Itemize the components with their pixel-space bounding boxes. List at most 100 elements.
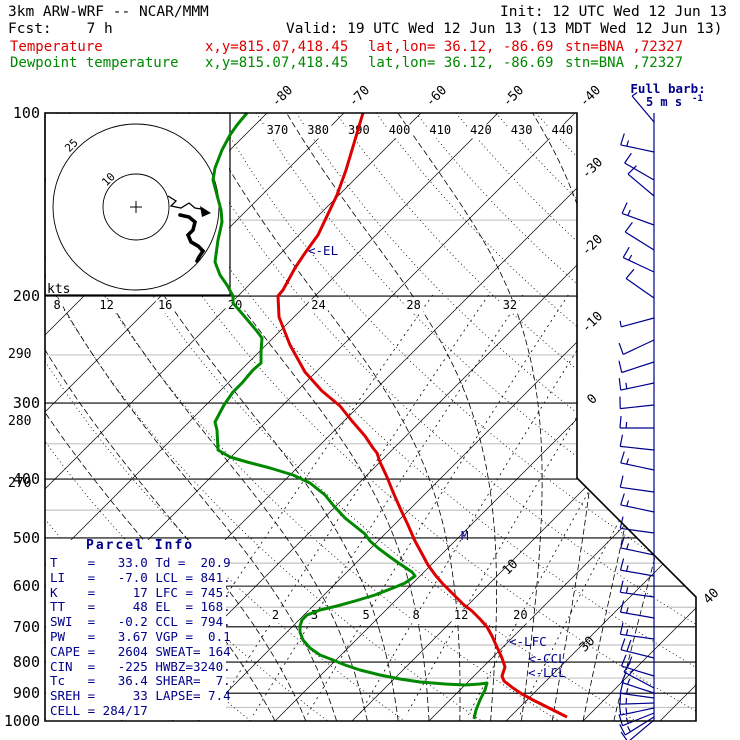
pressure-label: 100 (13, 104, 40, 122)
dry-adiabat-label: 420 (470, 123, 492, 137)
parcel-info-table: T = 33.0 Td = 20.9 LI = -7.0 LCL = 841. … (50, 555, 231, 718)
dewpoint-curve (211, 112, 489, 720)
wind-barb (619, 516, 655, 534)
pressure-label: 400 (13, 470, 40, 488)
dry-adiabat-left-label: 290 (8, 347, 31, 362)
isotherm-label-top: -80 (269, 83, 296, 110)
wind-barb (618, 378, 655, 391)
dry-adiabat-label: 370 (267, 123, 289, 137)
wind-barb (624, 222, 655, 251)
dry-adiabat-left-label: 270 (8, 476, 31, 491)
valid-time: Valid: 19 UTC Wed 12 Jun 13 (13 MDT Wed … (286, 21, 723, 37)
wind-legend-title: Full barb: (630, 81, 705, 96)
pressure-label: 800 (13, 653, 40, 671)
plot-border (44, 112, 697, 722)
isotherm-label-right: 40 (701, 586, 723, 608)
wind-barb (631, 92, 655, 123)
isotherm-label-right: -10 (579, 309, 606, 336)
moist-adiabat-label: 8 (54, 298, 61, 312)
wind-barb (619, 622, 655, 640)
isotherm-label-top: -70 (346, 83, 373, 110)
mixing-ratio-label: 12 (454, 608, 468, 622)
wind-barb (619, 692, 655, 705)
wind-barb (620, 451, 655, 471)
wind-legend-sup: -1 (692, 94, 703, 104)
isotherm-label-right: 10 (500, 557, 522, 579)
dewpoint-station: stn=BNA ,72327 (565, 55, 684, 71)
temperature-legend-label: Temperature (10, 39, 103, 55)
marker-LFC: <-LFC (509, 634, 547, 649)
pressure-label: 600 (13, 577, 40, 595)
pressure-label: 200 (13, 287, 40, 305)
dry-adiabat-label: 440 (551, 123, 573, 137)
mixing-ratio-label: 8 (412, 608, 419, 622)
dry-adiabat-label: 410 (429, 123, 451, 137)
wind-barb (619, 681, 655, 699)
temperature-station: stn=BNA ,72327 (565, 39, 684, 55)
wind-barb (620, 536, 655, 556)
moist-adiabat-label: 28 (406, 298, 420, 312)
hodograph-arrowhead (200, 206, 211, 217)
wind-barb (619, 396, 655, 410)
moist-adiabat-label: 16 (158, 298, 172, 312)
marker-M: M (461, 528, 469, 543)
parcel-info-title: Parcel Info (86, 538, 195, 553)
temperature-curve (276, 112, 568, 719)
pressure-label: 700 (13, 618, 40, 636)
isotherm-label-right: 30 (577, 634, 599, 656)
temperature-latlon: lat,lon= 36.12, -86.69 (368, 39, 554, 55)
wind-barb (618, 703, 655, 716)
pressure-label: 900 (13, 684, 40, 702)
moist-adiabat-label: 32 (503, 298, 517, 312)
isotherm-label-right: 0 (584, 391, 600, 407)
wind-barb (619, 317, 655, 328)
temperature-xy: x,y=815.07,418.45 (205, 39, 349, 55)
marker-EL: <-EL (308, 243, 338, 258)
mixing-ratio-label: 20 (513, 608, 527, 622)
hodograph-trace-lower (178, 213, 206, 263)
wind-barb (619, 580, 655, 598)
mixing-ratio-label: 3 (311, 608, 318, 622)
hodograph-units-label: kts (47, 282, 70, 297)
dry-adiabat-label: 400 (389, 123, 411, 137)
wind-barb (623, 661, 655, 689)
dry-adiabat-left-label: 280 (8, 414, 31, 429)
wind-barb (621, 202, 655, 226)
wind-barb (618, 339, 655, 355)
wind-barb (627, 165, 655, 197)
isotherm-label-right: -20 (579, 232, 606, 259)
wind-barb (619, 475, 655, 493)
dry-adiabat-label: 380 (307, 123, 329, 137)
forecast-hour: Fcst: 7 h (8, 21, 113, 37)
mixing-ratio-label: 5 (363, 608, 370, 622)
marker-CCL: <-CCL (528, 651, 566, 666)
wind-barb-column (618, 92, 655, 740)
dewpoint-legend-label: Dewpoint temperature (10, 55, 179, 71)
moist-adiabat-label: 12 (99, 298, 113, 312)
dewpoint-xy: x,y=815.07,418.45 (205, 55, 349, 71)
wind-barb (619, 434, 655, 451)
wind-barb (621, 671, 655, 694)
wind-barb (618, 360, 655, 374)
wind-barb (620, 133, 655, 153)
hodograph-trace-upper (167, 195, 208, 213)
moist-adiabat-label: 24 (311, 298, 325, 312)
marker-LCL: <-LCL (528, 665, 566, 680)
wind-barb (622, 246, 655, 273)
wind-barb (619, 716, 655, 736)
pressure-label: 300 (13, 394, 40, 412)
dry-adiabat-label: 430 (511, 123, 533, 137)
wind-barb (624, 152, 655, 181)
wind-barb (619, 558, 655, 577)
wind-barb (625, 268, 655, 299)
wind-barb (619, 600, 655, 619)
level-markers: <-EL M <-LFC <-CCL<-LCL (308, 243, 566, 680)
pressure-label: 500 (13, 529, 40, 547)
pressure-label: 1000 (4, 712, 40, 730)
wind-barb-legend: Full barb:5 m s -1 (630, 81, 705, 109)
isotherm-label-top: -50 (500, 83, 527, 110)
wind-barb (620, 493, 655, 513)
wind-barb (620, 719, 655, 740)
